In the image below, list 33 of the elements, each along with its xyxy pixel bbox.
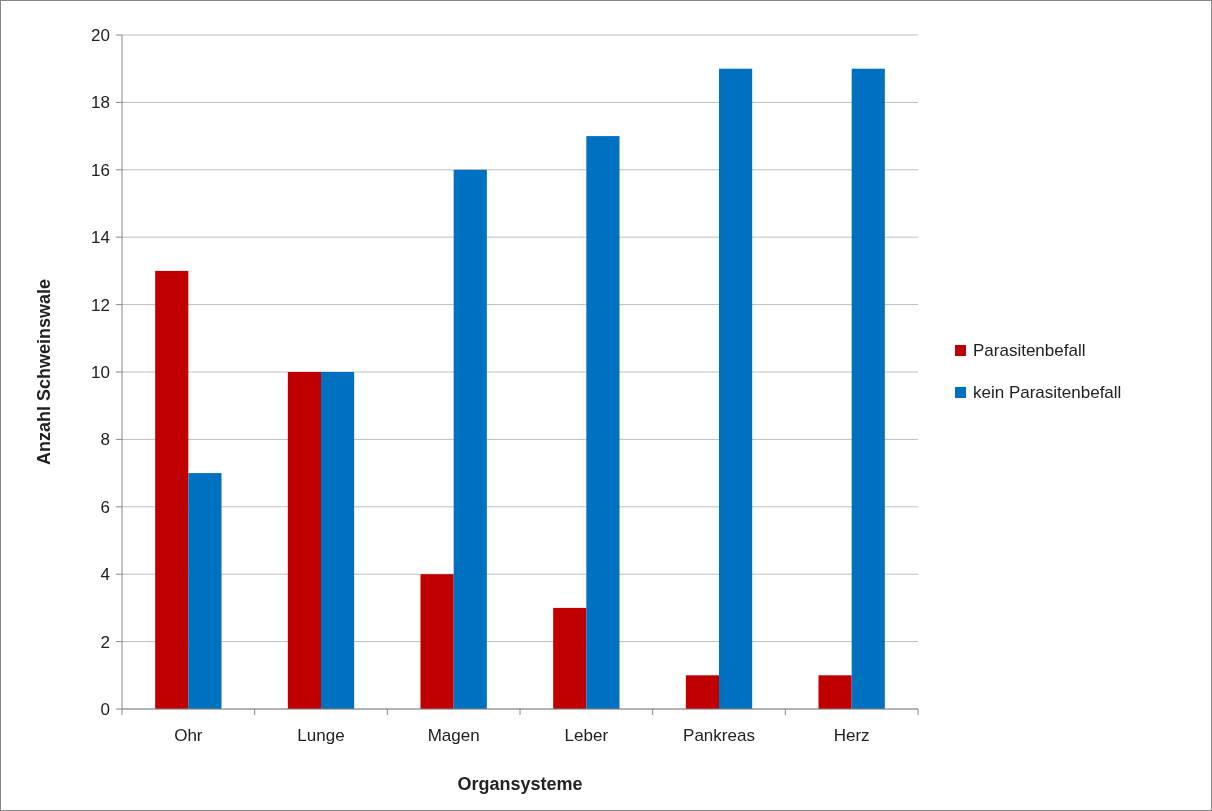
- legend-label: Parasitenbefall: [973, 340, 1086, 360]
- bar: [719, 68, 753, 709]
- bar: [553, 607, 587, 709]
- y-tick-label: 12: [91, 295, 110, 315]
- x-tick-label: Herz: [833, 726, 870, 745]
- y-tick-label: 6: [100, 497, 110, 517]
- bar: [188, 473, 222, 709]
- bar: [586, 136, 620, 709]
- x-axis-title: Organsysteme: [457, 774, 583, 794]
- y-tick-label: 10: [91, 362, 110, 382]
- y-tick-label: 0: [100, 699, 110, 719]
- x-tick-label: Lunge: [297, 726, 345, 745]
- y-tick-label: 2: [100, 632, 110, 652]
- bar: [851, 68, 885, 709]
- bar: [818, 675, 852, 709]
- bar: [287, 372, 321, 709]
- y-tick-label: 8: [100, 430, 110, 450]
- bar: [420, 574, 454, 709]
- x-tick-label: Pankreas: [683, 726, 755, 745]
- legend-label: kein Parasitenbefall: [973, 382, 1122, 402]
- y-axis-title: Anzahl Schweinswale: [34, 278, 54, 466]
- y-tick-label: 16: [91, 160, 110, 180]
- y-tick-label: 14: [91, 228, 110, 248]
- y-tick-label: 20: [91, 25, 110, 45]
- bar: [453, 169, 487, 709]
- bar: [685, 675, 719, 709]
- x-tick-label: Ohr: [174, 726, 203, 745]
- bar: [321, 372, 355, 709]
- x-tick-label: Magen: [427, 726, 480, 745]
- x-tick-label: Leber: [564, 726, 609, 745]
- y-tick-label: 4: [100, 565, 110, 585]
- bar: [155, 270, 189, 709]
- y-tick-label: 18: [91, 93, 110, 113]
